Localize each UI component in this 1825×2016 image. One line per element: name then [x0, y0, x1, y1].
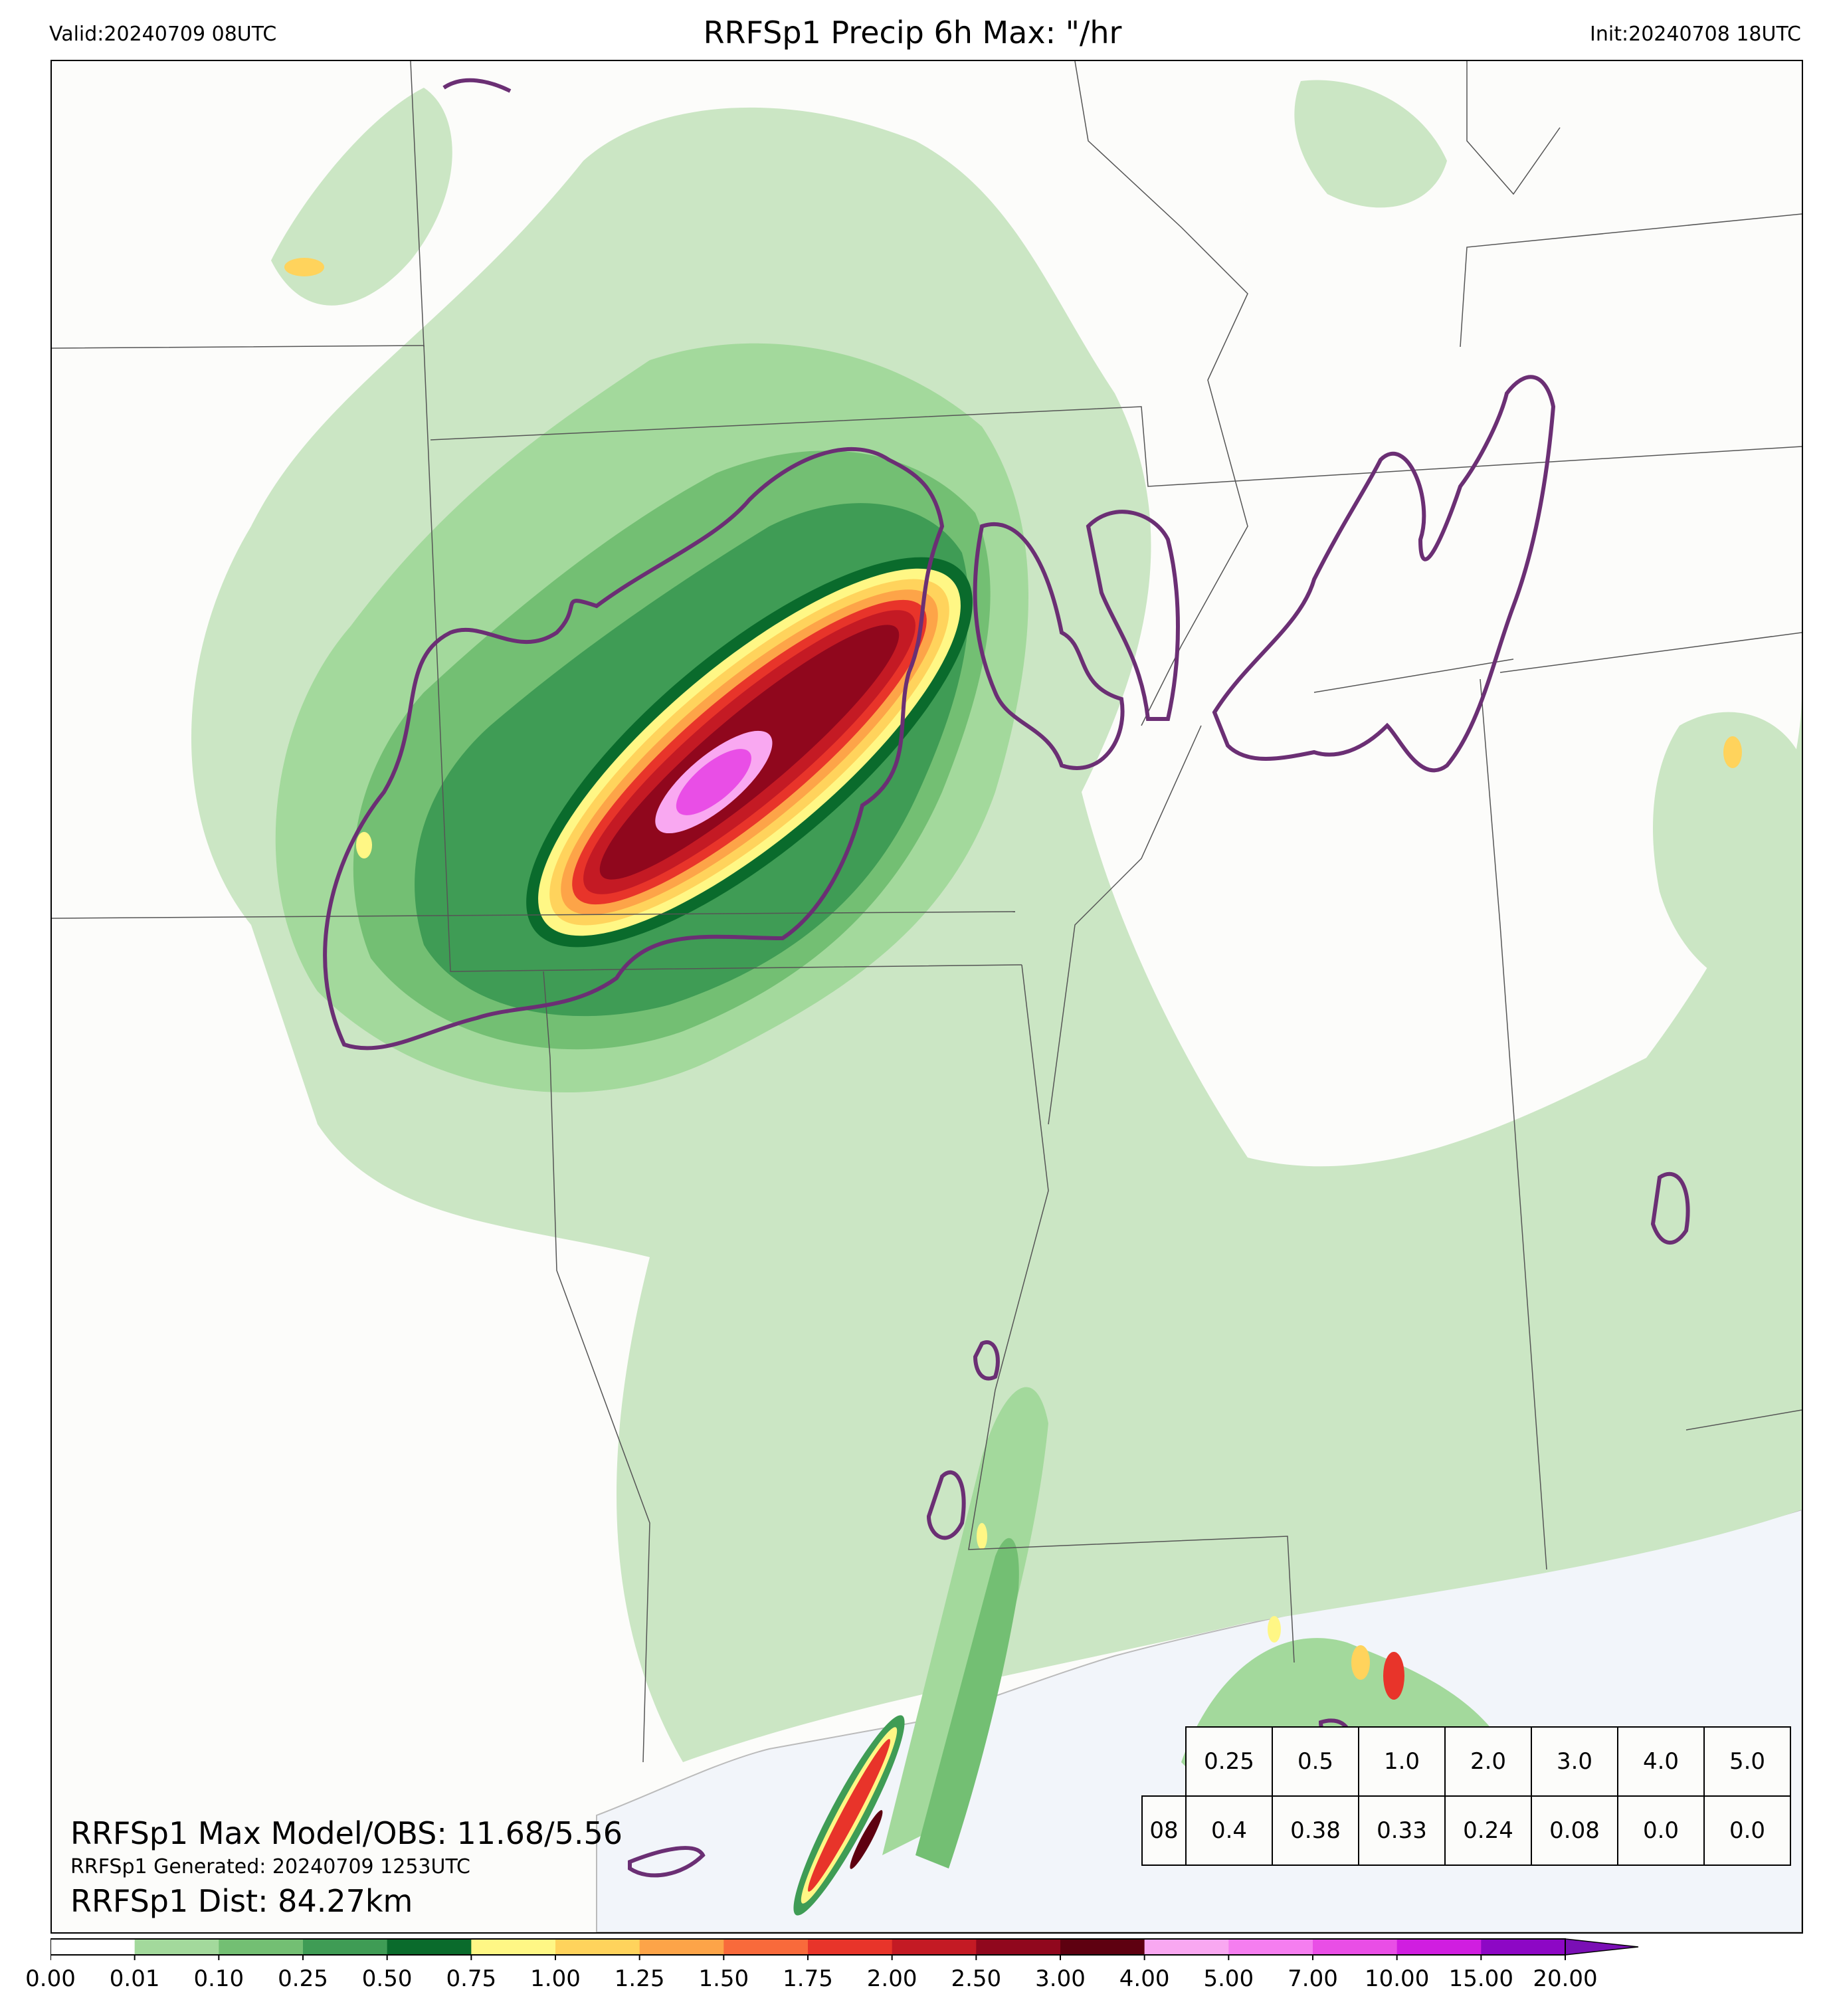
colorbar-tick-label: 7.00	[1288, 1966, 1338, 1992]
colorbar-segment	[723, 1939, 809, 1955]
colorbar-extend-arrow	[1565, 1938, 1639, 1956]
colorbar-tick-label: 1.75	[783, 1966, 833, 1992]
colorbar-tick-label: 1.25	[614, 1966, 665, 1992]
colorbar-tick-label: 0.25	[278, 1966, 328, 1992]
precip-small-cells	[284, 258, 1742, 1700]
stats-threshold-cell: 5.0	[1703, 1726, 1791, 1797]
colorbar-tick-label: 0.00	[25, 1966, 76, 1992]
colorbar-segment	[387, 1939, 472, 1955]
colorbar-tick-label: 0.10	[193, 1966, 244, 1992]
max-model-obs-label: RRFSp1 Max Model/OBS: 11.68/5.56	[70, 1815, 623, 1851]
stats-threshold-cell: 1.0	[1358, 1726, 1446, 1797]
map-title: RRFSp1 Precip 6h Max: "/hr	[703, 15, 1122, 50]
colorbar-tick-label: 5.00	[1203, 1966, 1254, 1992]
political-borders	[52, 61, 1802, 1763]
obs-contours	[323, 78, 1690, 1878]
stats-value-cell: 0.33	[1358, 1795, 1446, 1866]
colorbar-tick-label: 3.00	[1035, 1966, 1086, 1992]
colorbar-segment	[303, 1939, 388, 1955]
precip-map: RRFSp1 Max Model/OBS: 11.68/5.56 RRFSp1 …	[50, 60, 1803, 1934]
stats-threshold-cell: 3.0	[1531, 1726, 1618, 1797]
colorbar-tick-label: 2.00	[866, 1966, 917, 1992]
distance-label: RRFSp1 Dist: 84.27km	[70, 1883, 413, 1919]
stats-threshold-cell: 2.0	[1444, 1726, 1532, 1797]
precip-south-band	[793, 1715, 905, 1916]
valid-time-label: Valid:20240709 08UTC	[49, 23, 277, 46]
colorbar-tick-label: 20.00	[1533, 1966, 1598, 1992]
colorbar-segment	[219, 1939, 304, 1955]
stats-value-cell: 0.4	[1185, 1795, 1273, 1866]
init-time-label: Init:20240708 18UTC	[1590, 23, 1801, 46]
colorbar-segment	[1060, 1939, 1145, 1955]
colorbar-tick-label: 1.00	[530, 1966, 581, 1992]
colorbar-segment	[1228, 1939, 1313, 1955]
colorbar-segment	[134, 1939, 219, 1955]
generated-label: RRFSp1 Generated: 20240709 1253UTC	[70, 1855, 470, 1878]
colorbar	[50, 1938, 1639, 1960]
colorbar-segment	[1144, 1939, 1229, 1955]
stats-value-cell: 0.0	[1617, 1795, 1705, 1866]
stats-value-cell: 0.38	[1272, 1795, 1359, 1866]
stats-value-row: 08 0.4 0.38 0.33 0.24 0.08 0.0 0.0	[1141, 1795, 1791, 1866]
colorbar-segment	[471, 1939, 556, 1955]
colorbar-tick-label: 0.01	[109, 1966, 160, 1992]
precip-intense	[526, 557, 973, 948]
colorbar-segment	[50, 1939, 136, 1955]
stats-threshold-cell: 0.5	[1272, 1726, 1359, 1797]
stats-threshold-cell: 0.25	[1185, 1726, 1273, 1797]
colorbar-segment	[808, 1939, 893, 1955]
stats-threshold-cell: 4.0	[1617, 1726, 1705, 1797]
colorbar-segment	[1313, 1939, 1398, 1955]
colorbar-tick-label: 0.50	[361, 1966, 413, 1992]
colorbar-tick-label: 10.00	[1364, 1966, 1430, 1992]
colorbar-tick-label: 2.50	[951, 1966, 1002, 1992]
colorbar-segment	[1396, 1939, 1482, 1955]
stats-row-label: 08	[1141, 1795, 1187, 1866]
colorbar-segment	[892, 1939, 977, 1955]
stats-value-cell: 0.0	[1703, 1795, 1791, 1866]
colorbar-segment	[639, 1939, 724, 1955]
colorbar-tick-label: 0.75	[446, 1966, 497, 1992]
map-canvas	[52, 61, 1802, 1932]
stats-value-cell: 0.24	[1444, 1795, 1532, 1866]
colorbar-segment	[1481, 1939, 1566, 1955]
colorbar-tick-label: 1.50	[698, 1966, 749, 1992]
colorbar-segment	[555, 1939, 640, 1955]
stats-threshold-row: 0.25 0.5 1.0 2.0 3.0 4.0 5.0	[1185, 1726, 1791, 1797]
colorbar-tick-label: 15.00	[1448, 1966, 1513, 1992]
colorbar-tick-label: 4.00	[1119, 1966, 1170, 1992]
colorbar-segment	[976, 1939, 1061, 1955]
stats-value-cell: 0.08	[1531, 1795, 1618, 1866]
